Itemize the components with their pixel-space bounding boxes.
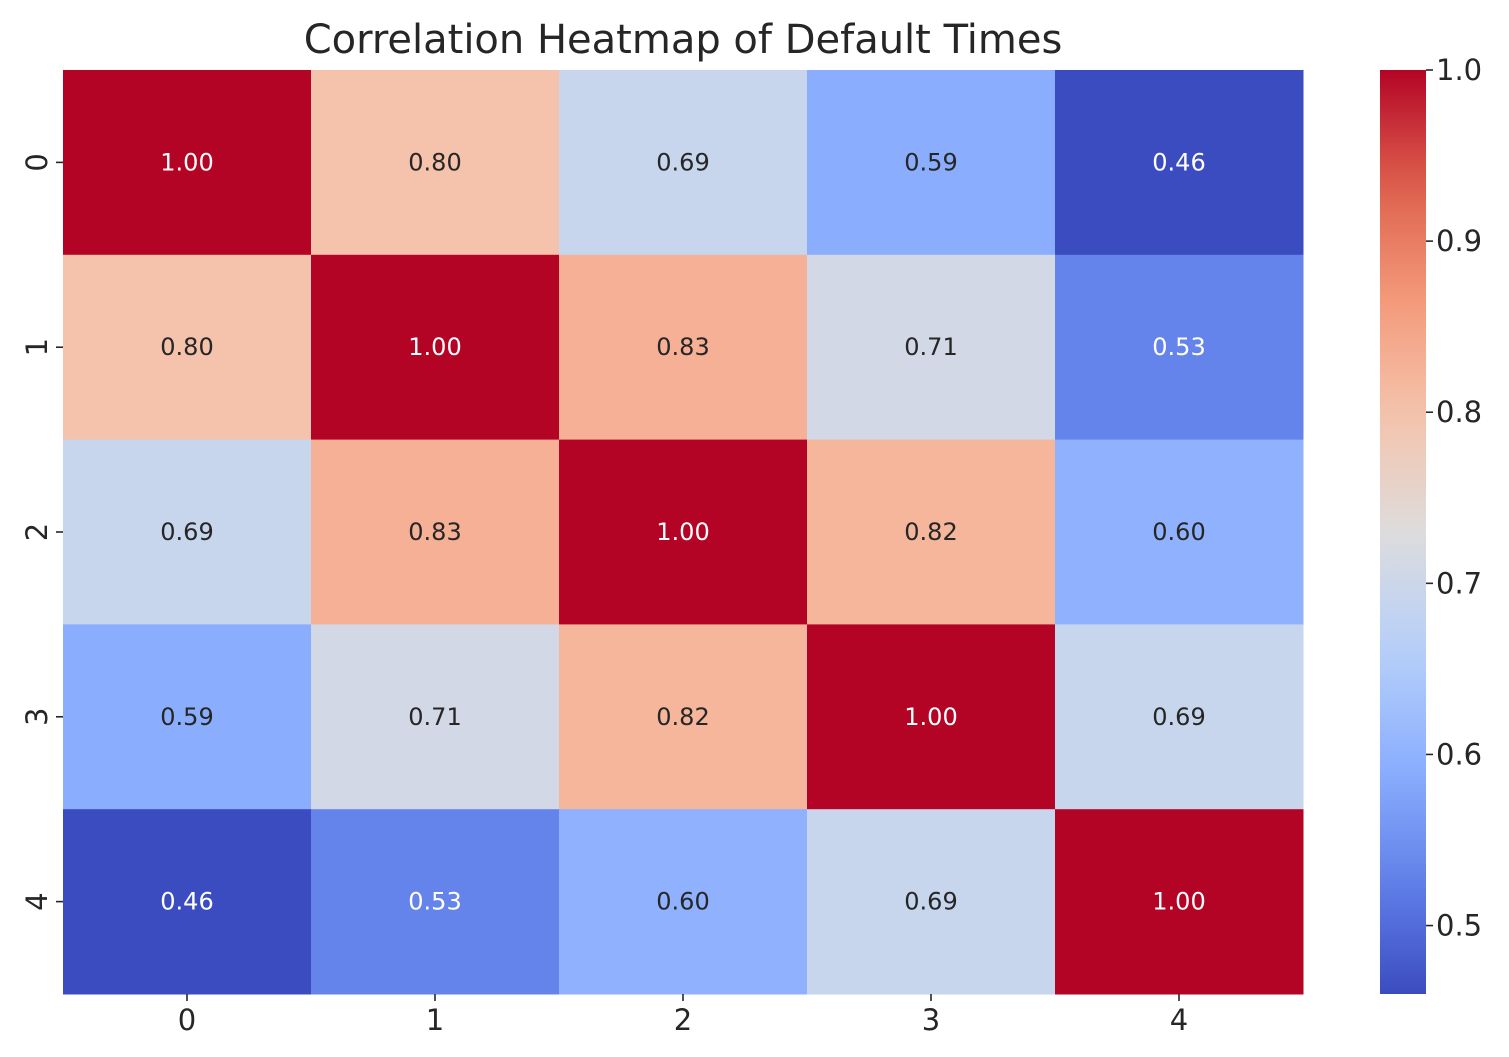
cell-value-label: 1.00 bbox=[160, 148, 213, 176]
heatmap-cell bbox=[1055, 254, 1304, 441]
heatmap-cell bbox=[559, 254, 808, 441]
cell-value-label: 0.71 bbox=[904, 333, 957, 361]
colorbar-tick-label: 0.6 bbox=[1436, 737, 1482, 771]
heatmap-cell bbox=[311, 254, 560, 441]
cell-value-label: 0.46 bbox=[1152, 148, 1205, 176]
heatmap-cell bbox=[63, 624, 312, 810]
cell-value-label: 0.82 bbox=[656, 703, 709, 731]
y-tick-label: 3 bbox=[20, 708, 54, 726]
heatmap-cell bbox=[807, 624, 1056, 810]
cell-value-label: 0.69 bbox=[656, 148, 709, 176]
x-axis: 0 1 2 3 4 bbox=[178, 994, 1188, 1037]
y-tick-label: 1 bbox=[20, 338, 54, 356]
chart-title: Correlation Heatmap of Default Times bbox=[304, 17, 1063, 63]
cell-value-label: 0.83 bbox=[408, 518, 461, 546]
y-tick-label: 0 bbox=[20, 153, 54, 171]
cell-value-label: 0.69 bbox=[160, 518, 213, 546]
heatmap-cell bbox=[1055, 439, 1304, 625]
heatmap-cell bbox=[63, 809, 312, 995]
cell-value-label: 0.83 bbox=[656, 333, 709, 361]
cell-value-label: 0.69 bbox=[904, 888, 957, 916]
heatmap-cell bbox=[63, 439, 312, 625]
cell-value-label: 0.69 bbox=[1152, 703, 1205, 731]
heatmap-cell bbox=[807, 439, 1056, 625]
cell-value-label: 0.59 bbox=[160, 703, 213, 731]
colorbar-tick-label: 0.5 bbox=[1436, 909, 1482, 943]
heatmap-cell bbox=[311, 70, 560, 256]
heatmap-cell bbox=[807, 254, 1056, 441]
cell-value-label: 0.71 bbox=[408, 703, 461, 731]
x-tick-label: 2 bbox=[674, 1003, 692, 1037]
colorbar-tick-label: 0.7 bbox=[1436, 566, 1482, 600]
heatmap-cell bbox=[807, 809, 1056, 995]
heatmap-cell bbox=[63, 254, 312, 441]
heatmap-cell bbox=[559, 809, 808, 995]
heatmap-cell bbox=[1055, 624, 1304, 810]
heatmap-cell bbox=[311, 809, 560, 995]
cell-value-label: 0.59 bbox=[904, 148, 957, 176]
heatmap-cell bbox=[559, 624, 808, 810]
cell-value-label: 0.80 bbox=[160, 333, 213, 361]
cell-value-label: 0.53 bbox=[1152, 333, 1205, 361]
colorbar-tick-label: 0.9 bbox=[1436, 224, 1482, 258]
heatmap-cell bbox=[807, 70, 1056, 256]
colorbar: 0.5 0.6 0.7 0.8 0.9 1.0 bbox=[1380, 53, 1482, 994]
heatmap-cell bbox=[559, 70, 808, 256]
cell-value-label: 0.60 bbox=[656, 888, 709, 916]
y-tick-label: 2 bbox=[20, 523, 54, 541]
y-tick-label: 4 bbox=[20, 892, 54, 910]
heatmap-cell bbox=[1055, 70, 1304, 256]
heatmap-cells bbox=[63, 70, 1304, 995]
heatmap-cell bbox=[559, 439, 808, 625]
heatmap-cell bbox=[1055, 809, 1304, 995]
cell-value-label: 0.60 bbox=[1152, 518, 1205, 546]
cell-value-label: 1.00 bbox=[656, 518, 709, 546]
x-tick-label: 4 bbox=[1170, 1003, 1188, 1037]
heatmap-cell bbox=[311, 624, 560, 810]
cell-value-label: 1.00 bbox=[904, 703, 957, 731]
heatmap-cell bbox=[311, 439, 560, 625]
x-tick-label: 0 bbox=[178, 1003, 196, 1037]
cell-value-label: 0.80 bbox=[408, 148, 461, 176]
colorbar-tick-label: 1.0 bbox=[1436, 53, 1482, 87]
x-tick-label: 1 bbox=[426, 1003, 444, 1037]
colorbar-gradient bbox=[1380, 70, 1426, 994]
colorbar-tick-label: 0.8 bbox=[1436, 395, 1482, 429]
heatmap-cell bbox=[63, 70, 312, 256]
cell-value-label: 0.46 bbox=[160, 888, 213, 916]
cell-annotations: 1.00 0.80 0.69 0.59 0.46 0.80 1.00 0.83 0.71 0.53… bbox=[160, 148, 1205, 915]
cell-value-label: 0.53 bbox=[408, 888, 461, 916]
cell-value-label: 1.00 bbox=[1152, 888, 1205, 916]
y-axis: 0 1 2 3 4 bbox=[20, 153, 63, 911]
cell-value-label: 1.00 bbox=[408, 333, 461, 361]
x-tick-label: 3 bbox=[922, 1003, 940, 1037]
cell-value-label: 0.82 bbox=[904, 518, 957, 546]
